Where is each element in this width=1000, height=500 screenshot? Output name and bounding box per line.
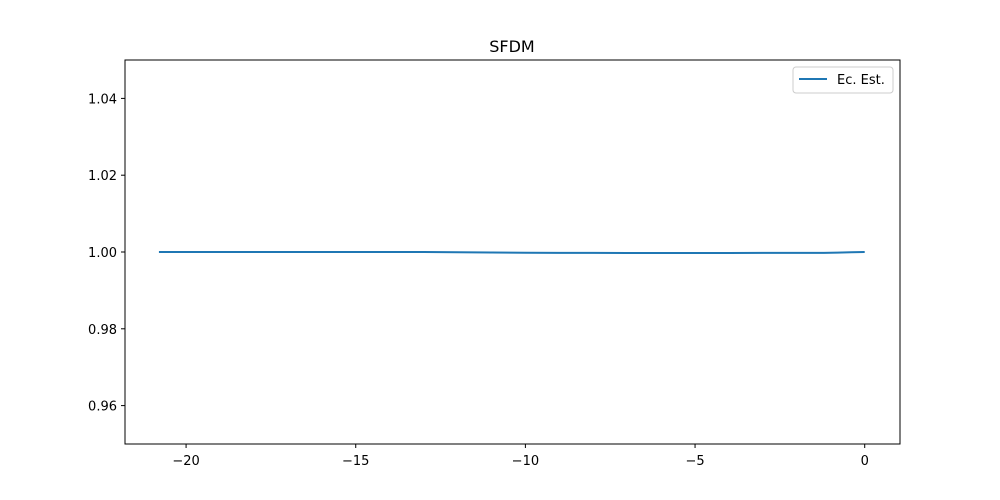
chart-title: SFDM [489,37,534,56]
x-tick-label: −10 [512,454,539,469]
y-tick-label: 1.04 [88,92,117,107]
legend: Ec. Est. [792,66,894,94]
series-line [158,251,865,254]
y-tick-label: 0.98 [88,323,117,338]
axis-ticks: −20 −15 −10 −5 0 0.96 0.98 1.00 1.02 1.04 [88,92,869,469]
y-tick-label: 1.02 [88,169,117,184]
y-tick-label: 1.00 [88,246,117,261]
legend-label: Ec. Est. [837,73,885,88]
plot-frame [124,59,901,445]
x-tick-label: −15 [342,454,369,469]
y-tick-label: 0.96 [88,400,117,415]
x-tick-label: −20 [172,454,199,469]
x-tick-label: 0 [861,454,869,469]
series-layer [158,251,865,254]
x-tick-label: −5 [685,454,704,469]
legend-box [792,66,894,94]
